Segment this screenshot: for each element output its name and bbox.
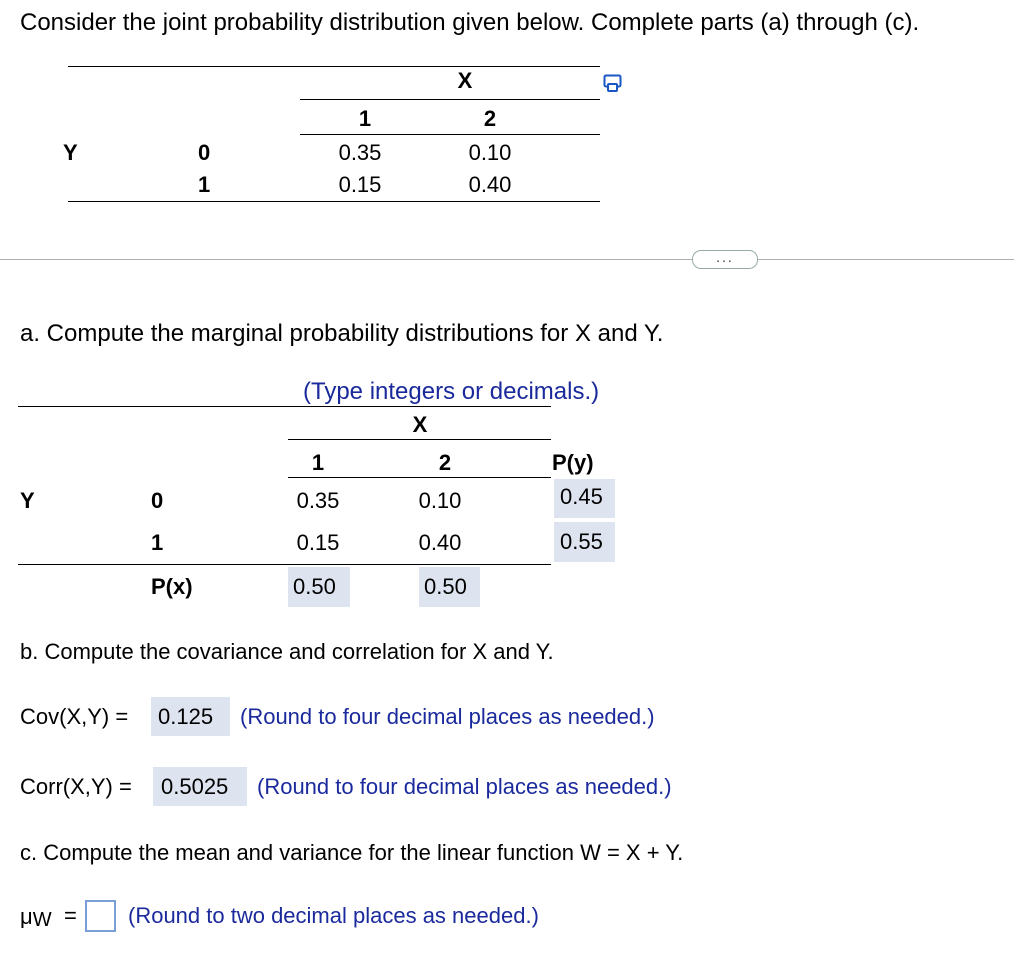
table2-cell: 0.35 bbox=[296, 488, 340, 513]
table2-cell: 0.40 bbox=[418, 530, 462, 555]
table1-header-rule bbox=[300, 134, 600, 135]
table1-x-value-2: 2 bbox=[483, 106, 497, 131]
mu-symbol: μ bbox=[20, 904, 33, 929]
table1-top-rule bbox=[68, 66, 600, 67]
table1-cell: 0.35 bbox=[338, 140, 382, 165]
part-a-hint: (Type integers or decimals.) bbox=[303, 378, 600, 405]
table2-y-value-1: 1 bbox=[151, 530, 164, 555]
px-answer-1[interactable]: 0.50 bbox=[288, 567, 350, 607]
table1-y-value-1: 1 bbox=[198, 172, 211, 197]
table2-x-rule bbox=[288, 439, 551, 440]
table1-x-value-1: 1 bbox=[358, 106, 372, 131]
table2-cell: 0.15 bbox=[296, 530, 340, 555]
part-b-prompt: b. Compute the covariance and correlatio… bbox=[20, 639, 554, 664]
table1-y-header: Y bbox=[63, 140, 78, 165]
mu-equals: = bbox=[64, 903, 77, 928]
py-answer-0[interactable]: 0.45 bbox=[554, 479, 615, 518]
mu-w-hint: (Round to two decimal places as needed.) bbox=[128, 903, 539, 928]
table2-header-rule bbox=[288, 477, 551, 478]
table2-x-value-1: 1 bbox=[311, 450, 325, 475]
table2-y-value-0: 0 bbox=[151, 488, 164, 513]
table1-cell: 0.10 bbox=[468, 140, 512, 165]
cov-answer-value: 0.125 bbox=[158, 704, 214, 729]
table1-cell: 0.40 bbox=[468, 172, 512, 197]
more-button[interactable]: ... bbox=[692, 250, 758, 269]
table2-x-value-2: 2 bbox=[438, 450, 452, 475]
table1-bottom-rule bbox=[68, 201, 600, 202]
section-divider bbox=[0, 259, 1014, 260]
table2-bottom-rule bbox=[18, 564, 551, 565]
px-answer-1-value: 0.50 bbox=[293, 574, 336, 599]
mu-w-input-value bbox=[87, 902, 90, 924]
table2-py-header: P(y) bbox=[552, 450, 594, 475]
py-answer-1-value: 0.55 bbox=[560, 529, 603, 554]
cov-answer[interactable]: 0.125 bbox=[151, 697, 230, 736]
table2-x-header: X bbox=[412, 412, 428, 437]
table2-top-rule bbox=[18, 406, 551, 407]
table2-y-header: Y bbox=[20, 488, 35, 513]
px-answer-2[interactable]: 0.50 bbox=[419, 567, 480, 607]
table2-px-label: P(x) bbox=[151, 574, 193, 599]
px-answer-2-value: 0.50 bbox=[424, 574, 467, 599]
mu-w-label: μW bbox=[20, 904, 52, 931]
copy-table-icon[interactable] bbox=[603, 73, 623, 93]
table1-x-rule bbox=[300, 99, 600, 100]
corr-hint: (Round to four decimal places as needed.… bbox=[257, 774, 672, 799]
mu-subscript: W bbox=[32, 909, 52, 931]
table2-cell: 0.10 bbox=[418, 488, 462, 513]
table1-x-header: X bbox=[457, 68, 473, 93]
py-answer-1[interactable]: 0.55 bbox=[554, 522, 615, 562]
table1-cell: 0.15 bbox=[338, 172, 382, 197]
table1-y-value-0: 0 bbox=[198, 140, 211, 165]
py-answer-0-value: 0.45 bbox=[560, 484, 603, 509]
corr-answer[interactable]: 0.5025 bbox=[153, 767, 247, 806]
corr-label: Corr(X,Y) = bbox=[20, 774, 132, 799]
part-a-prompt: a. Compute the marginal probability dist… bbox=[20, 320, 664, 347]
cov-label: Cov(X,Y) = bbox=[20, 704, 129, 729]
mu-w-input[interactable] bbox=[85, 900, 116, 932]
intro-text: Consider the joint probability distribut… bbox=[20, 9, 920, 36]
cov-hint: (Round to four decimal places as needed.… bbox=[240, 704, 655, 729]
corr-answer-value: 0.5025 bbox=[161, 774, 229, 799]
part-c-prompt: c. Compute the mean and variance for the… bbox=[20, 840, 684, 865]
